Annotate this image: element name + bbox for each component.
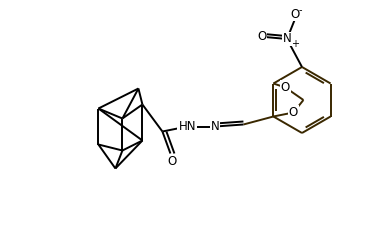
Text: O: O [257,29,267,43]
Text: HN: HN [179,120,196,133]
Text: O: O [289,106,298,119]
Text: O: O [168,155,177,168]
Text: -: - [299,5,303,15]
Text: N: N [283,32,291,45]
Text: +: + [291,39,299,49]
Text: O: O [281,81,290,94]
Text: O: O [290,7,300,20]
Text: N: N [211,120,220,133]
